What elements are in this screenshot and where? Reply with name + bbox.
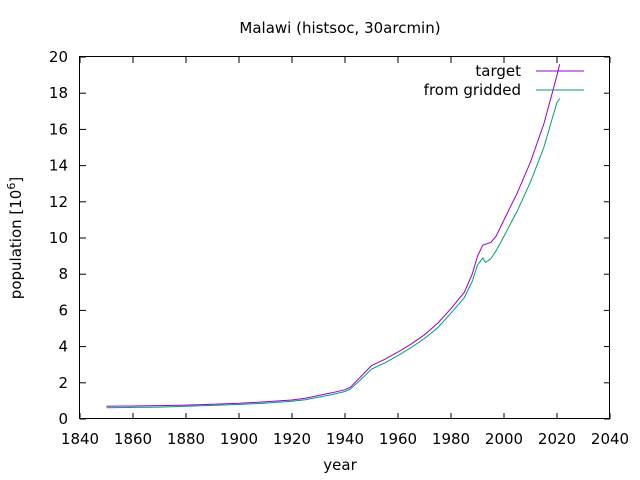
x-tick-label: 1880 (167, 430, 205, 448)
x-axis-label: year (323, 456, 357, 474)
y-tick-label: 2 (58, 374, 68, 392)
y-axis-label: population [106] (5, 177, 25, 299)
y-axis: 0 2 4 6 8 10 12 14 16 18 20 (49, 48, 610, 428)
x-tick-label: 1900 (220, 430, 258, 448)
y-tick-label: 16 (49, 120, 68, 138)
x-tick-label: 1840 (61, 430, 99, 448)
plot-frame (79, 56, 610, 419)
series-layer (106, 64, 561, 409)
x-tick-label: 2040 (591, 430, 629, 448)
x-tick-label: 1960 (379, 430, 417, 448)
y-tick-label: 12 (49, 193, 68, 211)
y-tick-label: 6 (58, 301, 68, 319)
x-tick-label: 2020 (538, 430, 576, 448)
legend-label: target (475, 62, 521, 80)
y-tick-label: 18 (49, 84, 68, 102)
x-tick-label: 2000 (485, 430, 523, 448)
series-line-from-gridded (106, 98, 561, 409)
series-line-target (106, 64, 561, 407)
y-tick-label: 10 (49, 229, 68, 247)
x-tick-label: 1980 (432, 430, 470, 448)
x-axis: 1840 1860 1880 1900 1920 1940 1960 1980 2000 2020… (61, 57, 629, 448)
y-axis-label-suffix: ] (7, 177, 25, 183)
legend-label: from gridded (424, 81, 521, 99)
x-tick-label: 1920 (273, 430, 311, 448)
y-tick-label: 14 (49, 157, 68, 175)
y-axis-label-main: population [10 (7, 190, 25, 300)
chart-title: Malawi (histsoc, 30arcmin) (239, 19, 440, 37)
y-axis-label-superscript: 6 (5, 183, 18, 190)
y-tick-label: 4 (58, 338, 68, 356)
y-tick-label: 20 (49, 48, 68, 66)
y-tick-label: 8 (58, 265, 68, 283)
x-tick-label: 1940 (326, 430, 364, 448)
y-tick-label: 0 (58, 410, 68, 428)
x-tick-label: 1860 (114, 430, 152, 448)
